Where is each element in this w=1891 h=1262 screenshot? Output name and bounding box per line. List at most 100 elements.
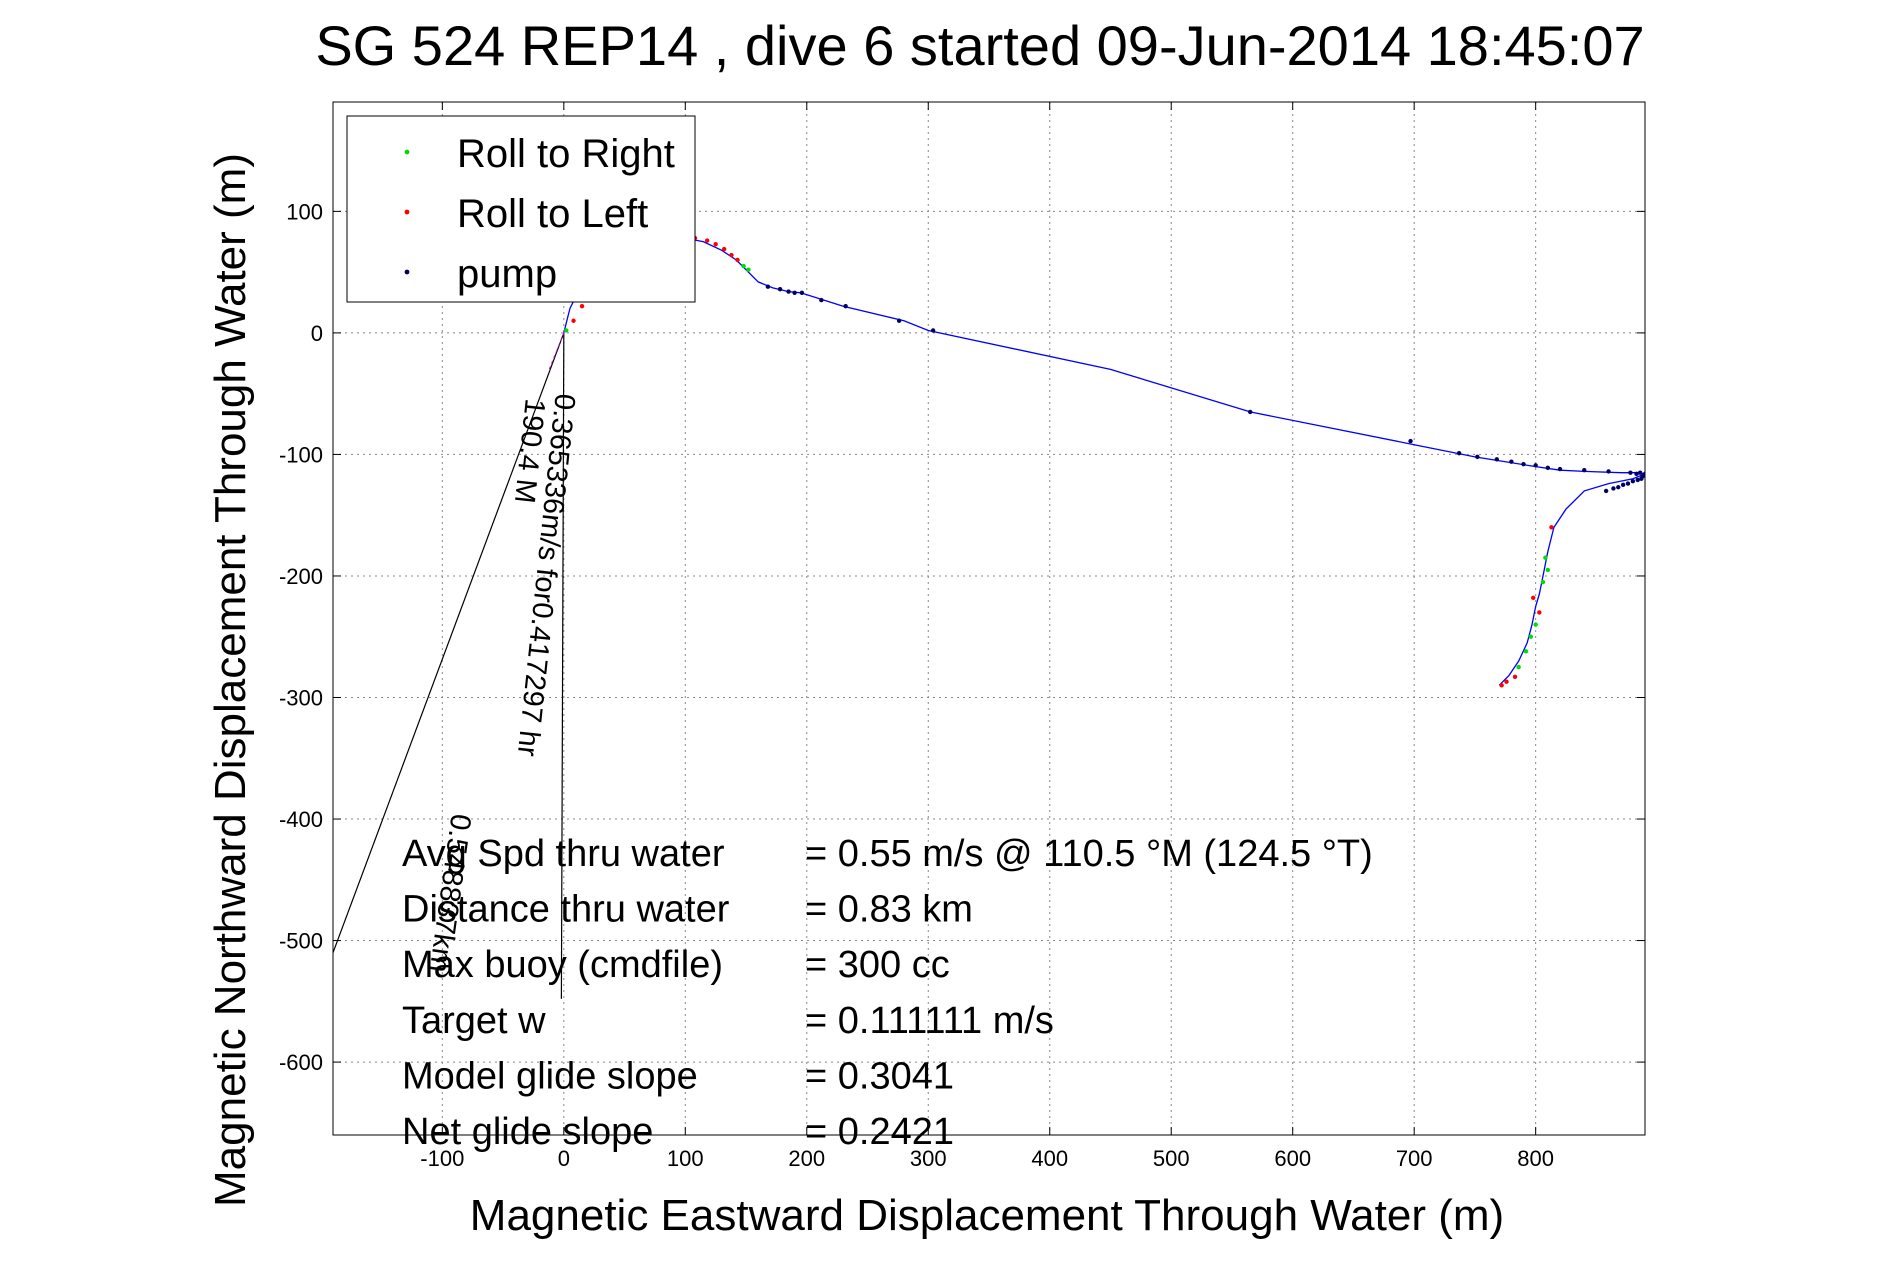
data-point <box>1545 567 1551 573</box>
data-point <box>1540 579 1546 585</box>
x-tick-label: 500 <box>1153 1146 1190 1171</box>
y-tick-label: -300 <box>279 685 323 710</box>
data-point <box>1635 477 1640 483</box>
data-point <box>729 252 734 258</box>
data-point <box>777 286 783 292</box>
data-point <box>1533 622 1538 627</box>
data-point <box>1634 471 1639 477</box>
x-tick-label: 200 <box>788 1146 825 1171</box>
stat-value: = 0.2421 <box>805 1111 954 1153</box>
stat-value: = 0.111111 m/s <box>805 1000 1054 1042</box>
data-point <box>1521 461 1526 467</box>
data-point <box>713 241 718 247</box>
data-point <box>1549 525 1554 530</box>
data-point <box>1611 486 1616 491</box>
series-pump <box>765 284 1645 494</box>
data-point <box>735 257 740 263</box>
data-point <box>786 289 791 294</box>
data-point <box>1531 595 1536 601</box>
data-point <box>930 328 936 333</box>
data-point <box>1639 476 1644 481</box>
data-point <box>896 318 902 323</box>
data-point <box>721 246 727 252</box>
y-tick-label: 100 <box>286 199 323 224</box>
data-point <box>1543 555 1548 560</box>
x-tick-label: 0 <box>558 1146 570 1171</box>
data-point <box>579 303 585 309</box>
stat-value: = 300 cc <box>805 944 950 986</box>
plot-frame <box>332 101 1646 1136</box>
data-point <box>1533 463 1538 468</box>
data-point <box>1557 466 1563 472</box>
data-point <box>746 267 751 272</box>
data-point <box>1606 469 1611 474</box>
data-point <box>704 238 710 243</box>
data-point <box>1504 679 1509 684</box>
data-point <box>1509 459 1514 464</box>
x-tick-label: 800 <box>1517 1146 1554 1171</box>
y-tick-label: -200 <box>279 564 323 589</box>
data-point <box>1247 409 1253 415</box>
data-point <box>1523 649 1529 654</box>
data-point <box>1620 482 1626 488</box>
data-point <box>1637 470 1643 475</box>
data-point <box>1516 664 1521 670</box>
data-point <box>1475 454 1480 460</box>
data-point <box>1642 471 1645 477</box>
legend-label: Roll to Right <box>457 132 675 176</box>
current-vector-line <box>333 332 565 953</box>
series-roll-to-right <box>564 263 1551 670</box>
stat-label: Net glide slope <box>402 1111 653 1153</box>
stat-label: Avg Spd thru water <box>402 833 725 875</box>
chart-title: SG 524 REP14 , dive 6 started 09-Jun-201… <box>315 14 1644 77</box>
data-point <box>1456 451 1462 456</box>
legend-marker <box>404 149 410 155</box>
y-tick-label: -600 <box>279 1050 323 1075</box>
legend-label: pump <box>457 252 557 296</box>
data-point <box>1616 485 1621 490</box>
data-point <box>571 318 576 323</box>
x-tick-label: -100 <box>420 1146 464 1171</box>
legend-marker <box>404 269 410 275</box>
x-tick-label: 600 <box>1274 1146 1311 1171</box>
legend-marker <box>404 209 410 215</box>
legend-label: Roll to Left <box>457 192 648 236</box>
data-point <box>1408 438 1413 444</box>
stat-label: Max buoy (cmdfile) <box>402 944 723 986</box>
stat-label: Distance thru water <box>402 889 730 931</box>
current-vector-vertical-line <box>560 332 565 999</box>
y-tick-label: -500 <box>279 929 323 954</box>
stat-value: = 0.55 m/s @ 110.5 °M (124.5 °T) <box>805 833 1373 875</box>
data-point <box>1512 674 1518 680</box>
data-point <box>765 284 771 289</box>
data-point <box>819 297 824 303</box>
data-point <box>1499 683 1504 688</box>
stats-annotations: Avg Spd thru water = 0.55 m/s @ 110.5 °M … <box>402 833 1373 1153</box>
data-point <box>799 290 805 296</box>
data-point <box>1494 457 1499 462</box>
x-tick-label: 400 <box>1031 1146 1068 1171</box>
data-point <box>843 303 848 309</box>
grid-lines: -100 0 100 200 300 400 500 600 700 800 -600 -500 -40… <box>279 102 1645 1171</box>
y-axis-label: Magnetic Northward Displacement Through … <box>206 153 255 1207</box>
stat-value: = 0.3041 <box>805 1055 954 1097</box>
dive-direction-line <box>548 332 565 370</box>
data-point <box>1545 465 1551 471</box>
x-tick-label: 300 <box>910 1146 947 1171</box>
data-point <box>1582 468 1587 473</box>
y-tick-label: -400 <box>279 807 323 832</box>
y-tick-label: -100 <box>279 442 323 467</box>
stat-label: Target w <box>402 1000 546 1042</box>
data-point <box>1630 478 1636 484</box>
data-point <box>1528 634 1534 639</box>
x-tick-label: 700 <box>1396 1146 1433 1171</box>
data-point <box>1537 610 1542 615</box>
stat-value: = 0.83 km <box>805 889 973 931</box>
x-axis-label: Magnetic Eastward Displacement Through W… <box>470 1191 1504 1240</box>
x-tick-label: 100 <box>667 1146 704 1171</box>
data-point <box>1625 481 1631 486</box>
data-point <box>564 328 569 333</box>
